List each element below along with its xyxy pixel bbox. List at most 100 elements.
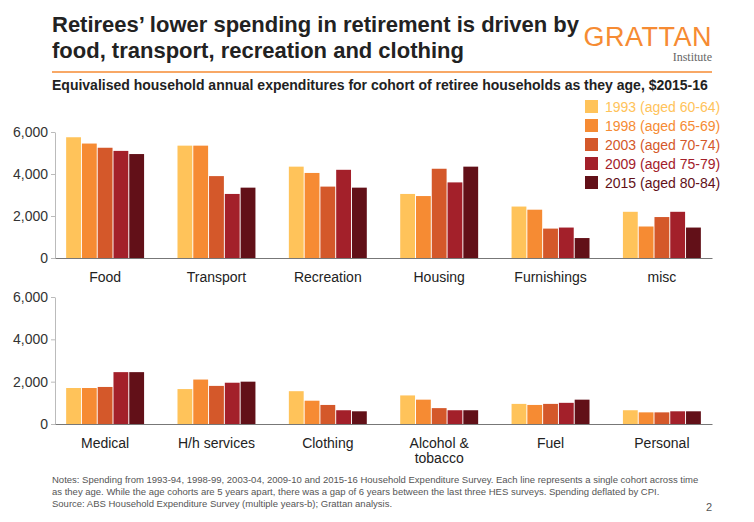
bar bbox=[527, 210, 542, 258]
tick: Housing bbox=[413, 269, 464, 285]
bar bbox=[512, 207, 527, 258]
bar bbox=[543, 229, 558, 258]
text-line: Alcohol & bbox=[410, 435, 470, 451]
bar bbox=[543, 404, 558, 424]
legend-swatch bbox=[585, 119, 598, 132]
tick: Medical bbox=[81, 435, 129, 451]
bar bbox=[241, 188, 256, 258]
tick: misc bbox=[647, 269, 676, 285]
bar bbox=[209, 176, 224, 258]
text-line: Equivalised household annual expenditure… bbox=[52, 77, 708, 93]
legend-item: 1998 (aged 65-69) bbox=[585, 118, 720, 134]
bar bbox=[177, 389, 192, 424]
title-rule bbox=[52, 71, 712, 73]
bar bbox=[225, 383, 240, 424]
bar bbox=[527, 405, 542, 424]
bar bbox=[305, 401, 320, 424]
text-line: as they age. While the age cohorts are 5… bbox=[52, 486, 659, 497]
tick-label: 4,000 bbox=[13, 331, 48, 347]
bar bbox=[400, 395, 415, 424]
tick: Alcohol &tobacco bbox=[410, 435, 470, 466]
bar bbox=[559, 403, 574, 424]
legend-item: 2009 (aged 75-79) bbox=[585, 156, 720, 172]
legend-item: 2003 (aged 70-74) bbox=[585, 137, 720, 153]
subtitle: Equivalised household annual expenditure… bbox=[52, 77, 708, 93]
text-line: Source: ABS Household Expenditure Survey… bbox=[52, 498, 392, 509]
bar bbox=[241, 382, 256, 424]
bar bbox=[670, 411, 685, 424]
bar bbox=[654, 412, 669, 424]
tick-label: misc bbox=[647, 269, 676, 285]
tick: 4,000 bbox=[13, 331, 55, 347]
tick-mark bbox=[51, 174, 55, 175]
bars bbox=[66, 372, 701, 424]
bar bbox=[98, 387, 113, 424]
tick-mark bbox=[51, 297, 55, 298]
bar bbox=[559, 228, 574, 258]
logo: GRATTAN bbox=[584, 22, 713, 52]
legend-swatch bbox=[585, 100, 598, 113]
source: Source: ABS Household Expenditure Survey… bbox=[52, 498, 392, 509]
text-line: tobacco bbox=[415, 450, 464, 466]
tick-mark bbox=[51, 424, 55, 425]
tick-label: 6,000 bbox=[13, 124, 48, 140]
bar bbox=[623, 212, 638, 258]
bar bbox=[289, 167, 304, 258]
title: Retirees’ lower spending in retirement i… bbox=[52, 12, 580, 63]
panel: 02,0004,0006,000MedicalH/h servicesCloth… bbox=[13, 289, 713, 466]
tick-label: 0 bbox=[40, 250, 48, 266]
tick-label: Furnishings bbox=[514, 269, 586, 285]
legend-item: 1993 (aged 60-64) bbox=[585, 99, 720, 115]
tick: 6,000 bbox=[13, 289, 55, 305]
tick-mark bbox=[51, 382, 55, 383]
text-line: Notes: Spending from 1993-94, 1998-99, 2… bbox=[52, 474, 698, 485]
tick-label: Personal bbox=[634, 435, 689, 451]
bar bbox=[113, 151, 128, 258]
bar bbox=[66, 137, 81, 258]
bar bbox=[336, 170, 351, 258]
tick: 0 bbox=[40, 416, 55, 432]
text-line: Food bbox=[89, 269, 121, 285]
tick: 0 bbox=[40, 250, 55, 266]
tick-label: Housing bbox=[413, 269, 464, 285]
tick-mark bbox=[51, 216, 55, 217]
tick-label: Fuel bbox=[537, 435, 564, 451]
tick-label: Clothing bbox=[302, 435, 353, 451]
axis-line bbox=[55, 298, 56, 425]
bar bbox=[416, 196, 431, 258]
bar bbox=[623, 410, 638, 424]
text-line: H/h services bbox=[178, 435, 255, 451]
bar bbox=[98, 148, 113, 258]
legend-label: 2015 (aged 80-84) bbox=[605, 175, 720, 191]
bar bbox=[113, 372, 128, 424]
text-line: Transport bbox=[187, 269, 247, 285]
tick-label: H/h services bbox=[178, 435, 255, 451]
bar bbox=[336, 410, 351, 424]
legend-item: 2015 (aged 80-84) bbox=[585, 175, 720, 191]
x-axis: Medical H/h services Clothing Alcohol &toba… bbox=[56, 425, 713, 467]
bar bbox=[289, 391, 304, 424]
y-axis: 02,0004,0006,000 bbox=[13, 289, 56, 432]
bar bbox=[352, 411, 367, 424]
bar bbox=[177, 146, 192, 258]
bar bbox=[639, 227, 654, 259]
tick: Fuel bbox=[537, 435, 564, 451]
page-number: 2 bbox=[706, 501, 712, 513]
text-line: Clothing bbox=[302, 435, 353, 451]
bar bbox=[193, 380, 208, 424]
legend-label: 1998 (aged 65-69) bbox=[605, 118, 720, 134]
tick: 6,000 bbox=[13, 124, 55, 140]
legend-label: 2009 (aged 75-79) bbox=[605, 156, 720, 172]
bar bbox=[463, 167, 478, 258]
bar bbox=[305, 173, 320, 258]
text-line: Housing bbox=[413, 269, 464, 285]
tick-label: 6,000 bbox=[13, 289, 48, 305]
bar bbox=[209, 386, 224, 424]
tick: 2,000 bbox=[13, 208, 55, 224]
text-line: food, transport, recreation and clothing bbox=[52, 38, 464, 63]
bar bbox=[575, 400, 590, 424]
tick: Clothing bbox=[302, 435, 353, 451]
legend: 1993 (aged 60-64) 1998 (aged 65-69) 2003 (… bbox=[585, 99, 720, 191]
bar bbox=[129, 154, 144, 258]
bar bbox=[129, 372, 144, 424]
